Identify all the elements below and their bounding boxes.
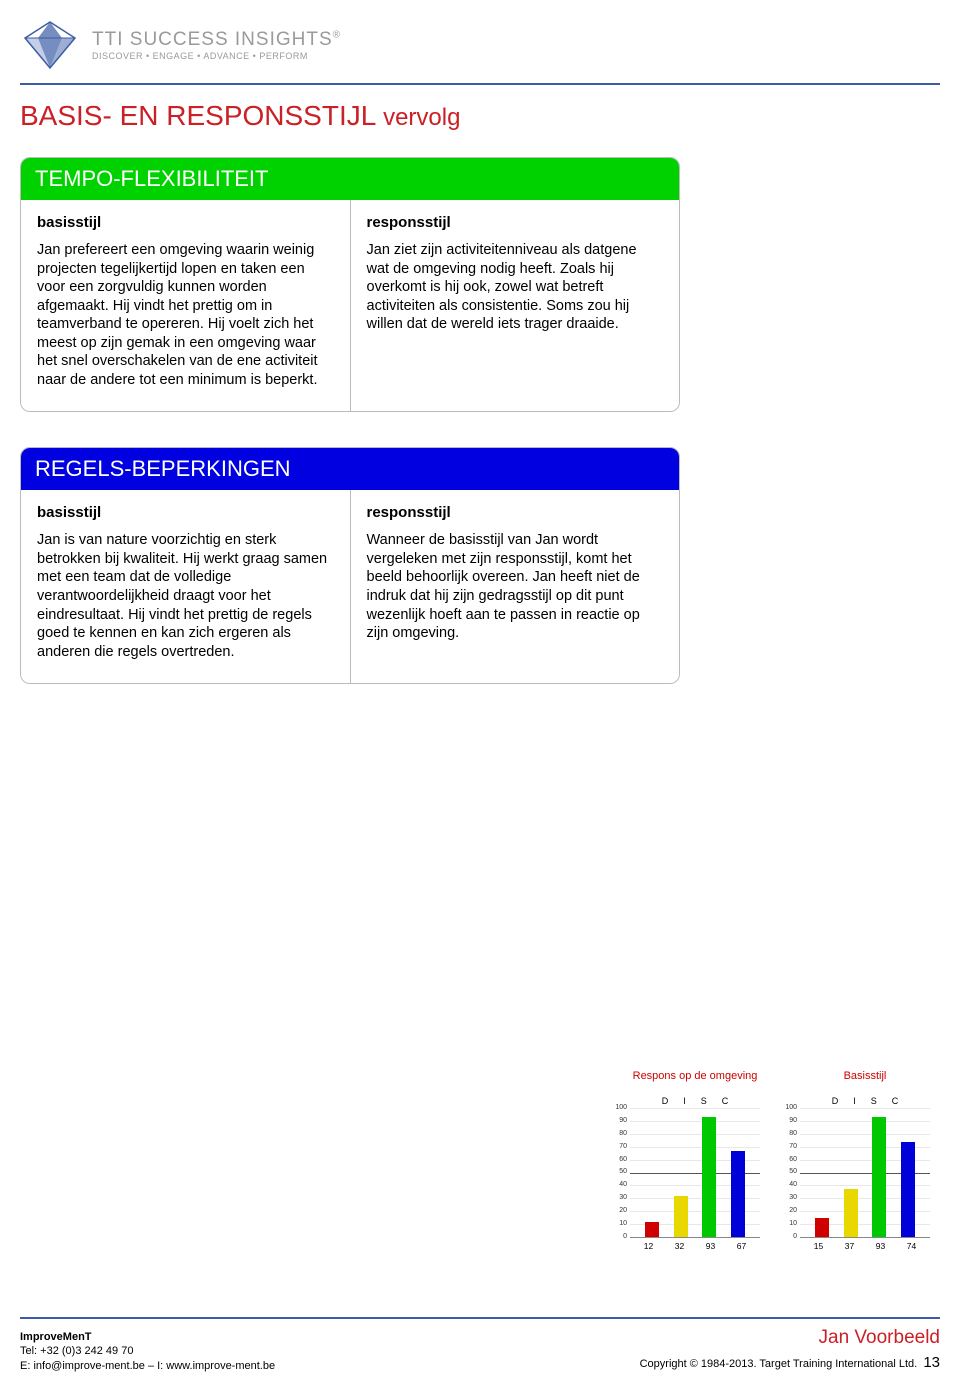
y-ticks: 1009080706050403020100	[612, 1108, 627, 1237]
footer-rule	[20, 1317, 940, 1319]
values-row: 12 32 93 67	[625, 1241, 765, 1251]
bars-area	[800, 1108, 930, 1237]
disc-label: I	[853, 1096, 856, 1106]
bar-value: 74	[907, 1241, 916, 1251]
bar-value: 93	[706, 1241, 715, 1251]
col-text: Jan prefereert een omgeving waarin weini…	[37, 241, 334, 389]
bar	[702, 1117, 716, 1237]
chart-box: 1009080706050403020100	[630, 1108, 760, 1238]
disc-label: C	[892, 1096, 899, 1106]
footer-tel: Tel: +32 (0)3 242 49 70	[20, 1344, 275, 1358]
chart-title: Basisstijl	[795, 1070, 935, 1096]
bar-value: 15	[814, 1241, 823, 1251]
section-col-respons: responsstijl Jan ziet zijn activiteitenni…	[350, 200, 680, 411]
bar	[872, 1117, 886, 1237]
disc-label: I	[683, 1096, 686, 1106]
y-ticks: 1009080706050403020100	[782, 1108, 797, 1237]
footer-copyright: Copyright © 1984-2013. Target Training I…	[640, 1352, 940, 1373]
values-row: 15 37 93 74	[795, 1241, 935, 1251]
bar-value: 37	[845, 1241, 854, 1251]
page-title: BASIS- EN RESPONSSTIJL vervolg	[0, 100, 960, 157]
disc-chart: BasisstijlD I S C 1009080706050403020100 15 37…	[795, 1070, 935, 1251]
footer-company: ImproveMenT	[20, 1330, 275, 1344]
disc-labels: DISC	[795, 1096, 935, 1106]
section: TEMPO-FLEXIBILITEIT basisstijl Jan prefere…	[20, 157, 680, 412]
section-col-basis: basisstijl Jan prefereert een omgeving wa…	[21, 200, 350, 411]
footer-right: Jan Voorbeeld Copyright © 1984-2013. Tar…	[640, 1325, 940, 1373]
col-title: basisstijl	[37, 504, 334, 521]
section-body: basisstijl Jan prefereert een omgeving wa…	[21, 200, 679, 411]
disc-chart: Respons op de omgevingD I S C 10090807060504…	[625, 1070, 765, 1251]
disc-label: D	[832, 1096, 839, 1106]
charts-row: Respons op de omgevingDISC10090807060504…	[625, 1070, 935, 1251]
section-body: basisstijl Jan is van nature voorzichtig …	[21, 490, 679, 683]
brand-header: TTI SUCCESS INSIGHTS® DISCOVER • ENGAGE …	[0, 0, 960, 75]
section-col-respons: responsstijl Wanneer de basisstijl van Ja…	[350, 490, 680, 683]
bar	[674, 1196, 688, 1237]
disc-labels: DISC	[625, 1096, 765, 1106]
col-text: Wanneer de basisstijl van Jan wordt verg…	[367, 531, 664, 642]
footer-left: ImproveMenT Tel: +32 (0)3 242 49 70 E: i…	[20, 1330, 275, 1373]
section-header: REGELS-BEPERKINGEN	[21, 448, 679, 490]
footer-name: Jan Voorbeeld	[640, 1325, 940, 1352]
chart-box: 1009080706050403020100	[800, 1108, 930, 1238]
content-area: TEMPO-FLEXIBILITEIT basisstijl Jan prefere…	[0, 157, 960, 684]
bar	[815, 1218, 829, 1237]
logo-diamond-icon	[20, 20, 80, 70]
col-text: Jan ziet zijn activiteitenniveau als dat…	[367, 241, 664, 334]
bar-value: 93	[876, 1241, 885, 1251]
bar-value: 67	[737, 1241, 746, 1251]
header-rule	[20, 83, 940, 85]
bar	[901, 1142, 915, 1237]
bar	[645, 1222, 659, 1237]
brand-tagline: DISCOVER • ENGAGE • ADVANCE • PERFORM	[92, 51, 341, 61]
col-text: Jan is van nature voorzichtig en sterk b…	[37, 531, 334, 661]
chart-title: Respons op de omgeving	[625, 1070, 765, 1096]
footer-contact: E: info@improve-ment.be – I: www.improve…	[20, 1359, 275, 1373]
bar-value: 32	[675, 1241, 684, 1251]
col-title: basisstijl	[37, 214, 334, 231]
disc-label: C	[722, 1096, 729, 1106]
bars-area	[630, 1108, 760, 1237]
section-header: TEMPO-FLEXIBILITEIT	[21, 158, 679, 200]
disc-label: S	[701, 1096, 707, 1106]
section-col-basis: basisstijl Jan is van nature voorzichtig …	[21, 490, 350, 683]
col-title: responsstijl	[367, 214, 664, 231]
col-title: responsstijl	[367, 504, 664, 521]
disc-label: S	[871, 1096, 877, 1106]
disc-label: D	[662, 1096, 669, 1106]
brand-text: TTI SUCCESS INSIGHTS® DISCOVER • ENGAGE …	[92, 29, 341, 61]
section: REGELS-BEPERKINGEN basisstijl Jan is van n…	[20, 447, 680, 684]
bar-value: 12	[644, 1241, 653, 1251]
footer: ImproveMenT Tel: +32 (0)3 242 49 70 E: i…	[20, 1317, 940, 1373]
brand-name: TTI SUCCESS INSIGHTS®	[92, 29, 341, 51]
bar	[731, 1151, 745, 1237]
bar	[844, 1189, 858, 1237]
